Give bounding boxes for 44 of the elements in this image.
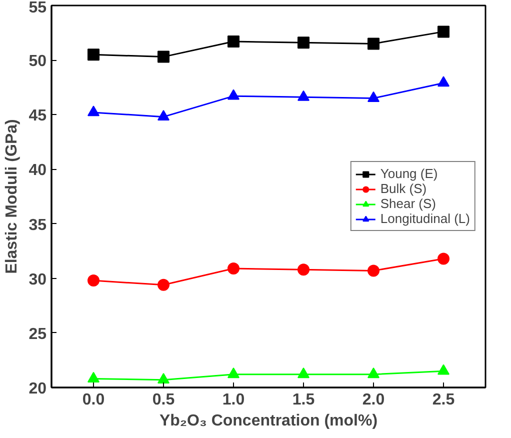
x-tick-label: 0.5 [152, 392, 175, 408]
point [88, 274, 100, 287]
x-tick-label: 0.0 [82, 392, 105, 408]
point [88, 106, 100, 116]
y-axis-title: Elastic Moduli (GPa) [4, 119, 21, 274]
y-tick-label: 55 [28, 0, 47, 16]
legend-label: Shear (S) [380, 196, 436, 211]
point [438, 26, 450, 38]
legend-label: Bulk (S) [380, 181, 427, 196]
y-tick-label: 30 [28, 271, 47, 288]
point [158, 110, 170, 120]
point [88, 48, 100, 61]
y-tick-label: 20 [28, 380, 47, 398]
point [368, 38, 380, 50]
y-tick-label: 40 [28, 162, 47, 180]
legend-label: Young (E) [380, 166, 438, 181]
point [368, 91, 380, 102]
point [368, 368, 380, 378]
x-tick-label: 1.0 [222, 392, 245, 408]
y-tick-label: 35 [28, 216, 47, 234]
point [298, 36, 310, 49]
point [438, 364, 450, 375]
legend-label: Longitudinal (L) [380, 211, 470, 226]
y-tick-label: 50 [28, 53, 47, 70]
point [158, 373, 170, 384]
point [368, 264, 380, 277]
point [158, 50, 170, 63]
point [228, 368, 240, 378]
y-tick-label: 25 [28, 326, 47, 343]
point [228, 262, 240, 275]
point [88, 372, 100, 382]
x-tick-label: 2.5 [432, 392, 455, 408]
point [158, 278, 170, 291]
point [438, 76, 450, 87]
point [228, 89, 240, 100]
point [298, 90, 310, 101]
point [438, 252, 450, 265]
point [228, 36, 240, 48]
point [298, 368, 310, 378]
x-axis-title: Yb₂O₃ Concentration (mol%) [159, 412, 378, 430]
y-tick-label: 45 [28, 108, 47, 125]
x-tick-label: 1.5 [292, 392, 315, 408]
point [298, 264, 310, 276]
x-tick-label: 2.0 [362, 392, 385, 408]
